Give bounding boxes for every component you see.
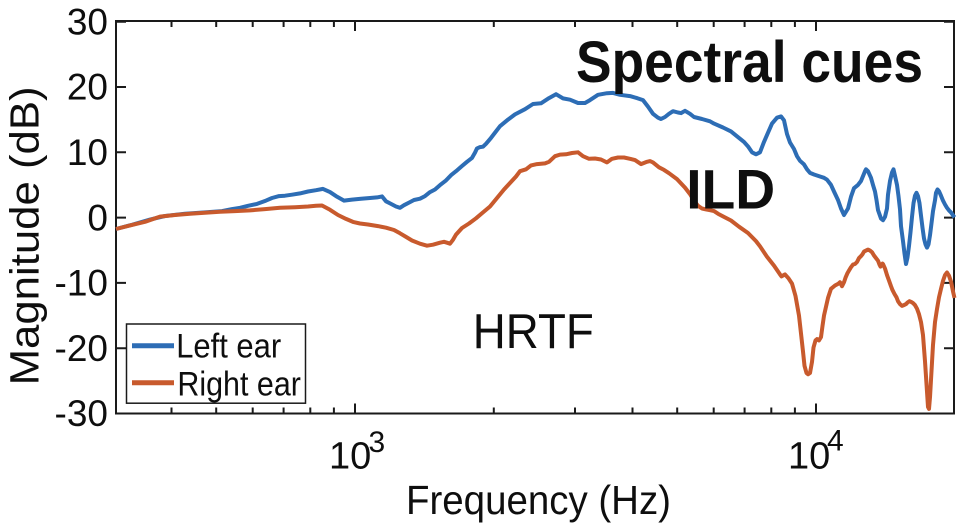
- svg-text:Left ear: Left ear: [176, 328, 281, 366]
- svg-text:30: 30: [67, 1, 108, 42]
- svg-text:Frequency (Hz): Frequency (Hz): [406, 477, 671, 523]
- svg-text:0: 0: [87, 197, 108, 238]
- svg-text:4: 4: [827, 425, 844, 458]
- svg-text:Right ear: Right ear: [177, 366, 301, 404]
- svg-text:3: 3: [369, 426, 386, 459]
- svg-text:10: 10: [329, 435, 371, 477]
- svg-text:Spectral cues: Spectral cues: [576, 30, 923, 95]
- svg-text:10: 10: [788, 435, 830, 477]
- svg-text:-20: -20: [55, 328, 108, 369]
- svg-text:-30: -30: [55, 393, 108, 434]
- svg-text:HRTF: HRTF: [473, 304, 594, 359]
- svg-text:ILD: ILD: [686, 159, 775, 221]
- svg-text:-10: -10: [55, 263, 108, 304]
- svg-text:10: 10: [67, 132, 108, 173]
- svg-text:Magnitude (dB): Magnitude (dB): [2, 86, 48, 385]
- svg-text:20: 20: [67, 67, 108, 108]
